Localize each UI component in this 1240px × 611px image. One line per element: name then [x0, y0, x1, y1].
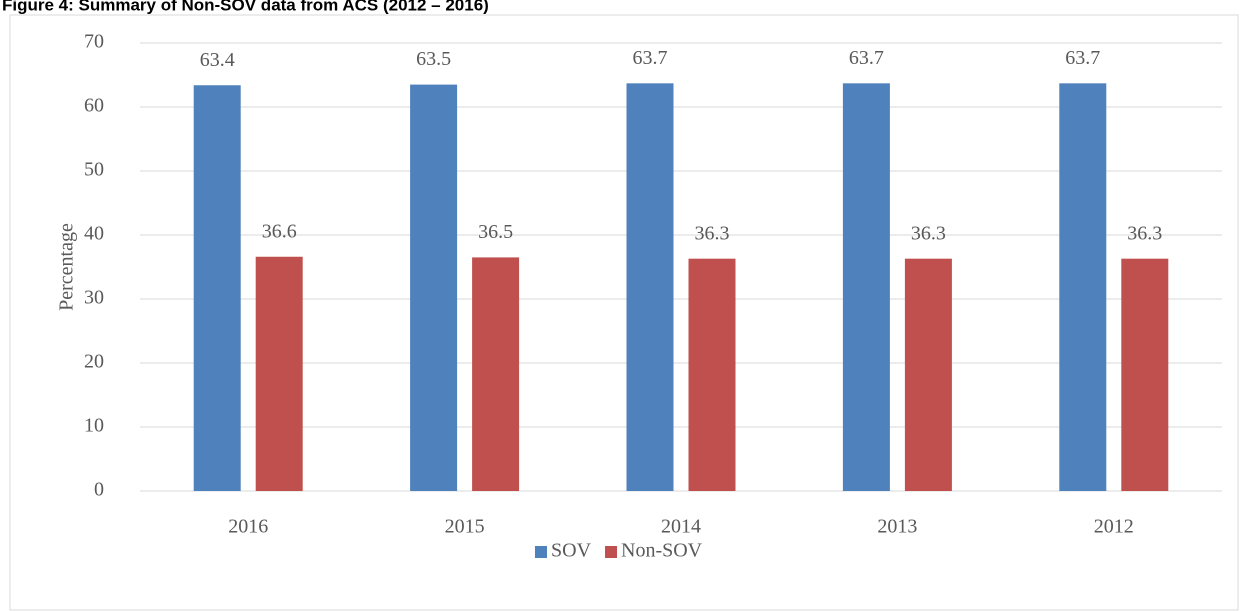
- bar: [842, 83, 890, 491]
- bar: [1121, 258, 1169, 491]
- data-label: 63.5: [416, 48, 451, 70]
- data-label: 63.7: [633, 47, 668, 69]
- chart-title: Figure 4: Summary of Non-SOV data from A…: [2, 0, 489, 14]
- data-label: 36.5: [478, 221, 513, 243]
- bar: [472, 257, 520, 491]
- data-label: 63.4: [200, 49, 235, 71]
- legend-label: Non-SOV: [621, 540, 703, 562]
- x-tick-label: 2013: [877, 516, 917, 538]
- legend-swatch: [605, 546, 618, 558]
- y-tick-label: 30: [84, 287, 104, 309]
- data-label: 63.7: [1065, 47, 1100, 69]
- data-label: 36.3: [1127, 222, 1162, 244]
- bar: [688, 258, 736, 491]
- y-tick-label: 50: [84, 159, 104, 181]
- x-tick-label: 2014: [661, 516, 701, 538]
- y-tick-label: 0: [94, 479, 104, 501]
- y-tick-label: 70: [84, 31, 104, 53]
- bar: [255, 256, 303, 491]
- data-label: 36.6: [262, 220, 297, 242]
- data-label: 36.3: [695, 222, 730, 244]
- y-tick-label: 20: [84, 351, 104, 373]
- bar: [1059, 83, 1107, 491]
- y-tick-label: 40: [84, 223, 104, 245]
- bar: [193, 85, 241, 492]
- x-tick-label: 2012: [1094, 516, 1134, 538]
- bar: [626, 83, 674, 491]
- x-tick-label: 2016: [228, 516, 268, 538]
- y-tick-label: 60: [84, 95, 104, 117]
- bar: [410, 84, 458, 491]
- x-tick-label: 2015: [445, 516, 485, 538]
- legend-swatch: [535, 546, 547, 558]
- legend-label: SOV: [551, 540, 592, 562]
- y-axis-label: Percentage: [56, 223, 78, 311]
- data-label: 36.3: [911, 222, 946, 244]
- bar: [904, 258, 952, 491]
- data-label: 63.7: [849, 47, 884, 69]
- y-tick-label: 10: [84, 415, 104, 437]
